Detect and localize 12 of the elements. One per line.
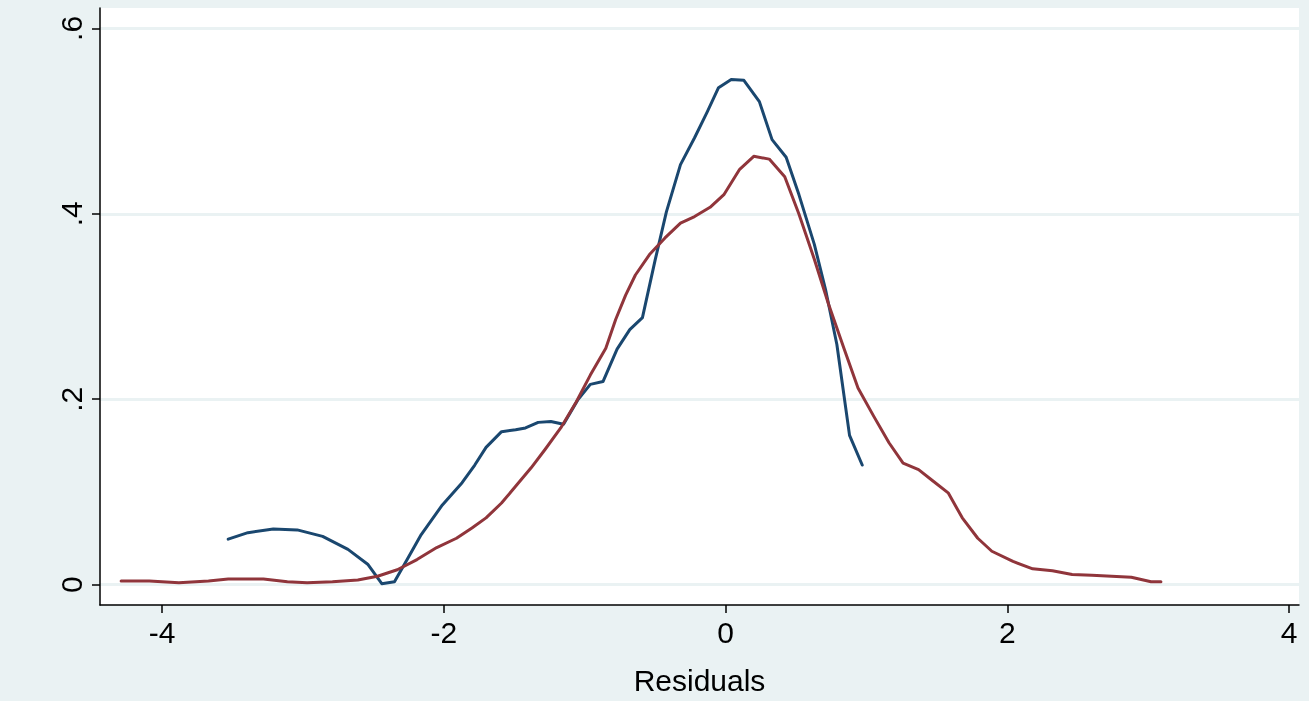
x-tick-label: 0: [717, 615, 734, 649]
x-tick-label: 2: [999, 615, 1016, 649]
x-tick-label: 4: [1280, 615, 1298, 649]
x-tick-label: -2: [430, 615, 458, 649]
y-tick-label: 0: [54, 576, 88, 593]
line-series: [119, 154, 1163, 585]
y-tick-label: .6: [54, 15, 88, 41]
line-series: [226, 77, 864, 586]
x-tick-label: -4: [148, 615, 176, 649]
x-axis-title: Residuals: [633, 663, 766, 697]
y-tick-label: .4: [54, 201, 88, 227]
y-tick-label: .2: [54, 386, 88, 412]
